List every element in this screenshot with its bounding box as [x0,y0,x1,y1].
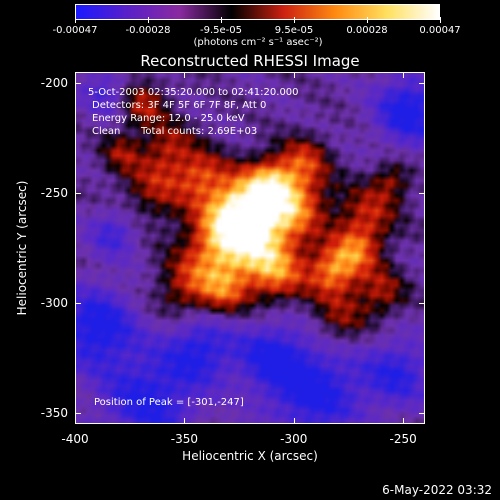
timestamp: 6-May-2022 03:32 [382,483,492,497]
y-tick [419,413,425,414]
x-axis-label: Heliocentric X (arcsec) [182,449,318,463]
colorbar-tick-label: 0.00047 [419,25,461,36]
colorbar-units: (photons cm⁻² s⁻¹ asec⁻²) [193,37,323,48]
peak-position-text: Position of Peak = [-301,-247] [94,397,244,408]
colorbar-tick-label: -0.00028 [125,25,171,36]
detectors-text: Detectors: 3F 4F 5F 6F 7F 8F, Att 0 [92,100,267,111]
colorbar-tick-label: 9.5e-05 [274,25,314,36]
y-tick [75,83,81,84]
x-tick-label: -400 [61,432,89,446]
y-tick [419,193,425,194]
x-tick-label: -300 [280,432,308,446]
colorbar [75,4,440,20]
x-tick [75,72,76,78]
colorbar-tick [148,17,149,23]
y-tick-label: -350 [40,406,68,420]
method-text: Clean [92,126,121,137]
x-tick [184,418,186,424]
total-counts-text: Total counts: 2.69E+03 [141,126,258,137]
x-tick [293,418,295,424]
colorbar-tick [367,17,368,23]
y-tick-label: -200 [40,76,68,90]
y-tick-label: -250 [40,186,68,200]
y-axis-label: Heliocentric Y (arcsec) [15,180,29,316]
colorbar-tick-label: -9.5e-05 [200,25,242,36]
y-tick [75,303,81,304]
x-tick [184,72,186,78]
energy-range-text: Energy Range: 12.0 - 25.0 keV [92,113,245,124]
colorbar-tick-label: 0.00028 [346,25,388,36]
time-range-text: 5-Oct-2003 02:35:20.000 to 02:41:20.000 [88,87,299,98]
flux-map [76,73,424,423]
y-tick [419,83,425,84]
x-tick [293,72,295,78]
x-tick-label: -250 [389,432,417,446]
y-tick [75,193,81,194]
colorbar-tick [75,17,76,23]
y-tick-label: -300 [40,296,68,310]
x-tick [75,418,76,424]
y-tick [419,303,425,304]
colorbar-tick [221,17,222,23]
x-tick [403,418,405,424]
x-tick [403,72,405,78]
colorbar-tick [294,17,295,23]
colorbar-tick-label: -0.00047 [52,25,98,36]
rhessi-image: 5-Oct-2003 02:35:20.000 to 02:41:20.000 … [75,72,425,424]
y-tick [75,413,81,414]
image-title: Reconstructed RHESSI Image [140,52,360,70]
x-tick-label: -350 [170,432,198,446]
colorbar-tick [440,17,441,23]
